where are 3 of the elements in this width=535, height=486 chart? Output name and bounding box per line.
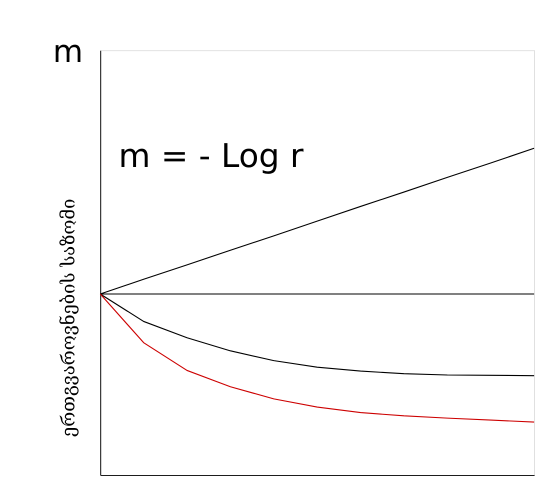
annotation: m = - Log r — [118, 136, 304, 175]
y-axis-title: ერთგვაროვნების საზომი — [58, 198, 80, 437]
text: m — [52, 34, 84, 70]
